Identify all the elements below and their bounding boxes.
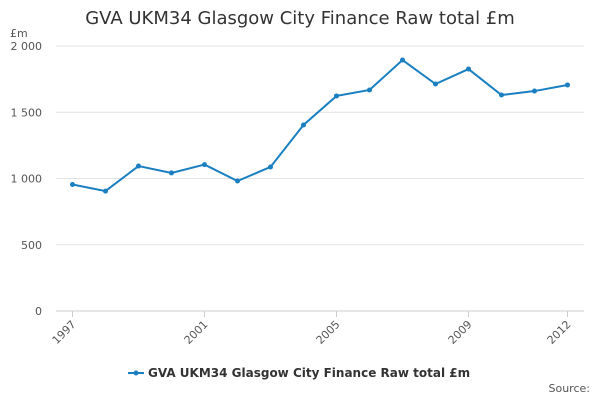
- data-point: [301, 122, 306, 128]
- data-point: [169, 170, 174, 176]
- y-tick-label: 2 000: [11, 40, 43, 53]
- x-tick-label: 2009: [446, 318, 475, 347]
- y-tick-label: 1 000: [11, 173, 43, 186]
- data-point: [103, 188, 108, 194]
- data-point: [466, 66, 471, 72]
- y-axis-unit: £m: [10, 27, 28, 40]
- legend-label: GVA UKM34 Glasgow City Finance Raw total…: [148, 366, 470, 380]
- x-tick-label: 1997: [50, 318, 79, 347]
- data-point: [235, 178, 240, 184]
- y-tick-label: 500: [21, 239, 42, 252]
- data-point: [532, 88, 537, 94]
- data-point: [202, 162, 207, 168]
- data-point: [433, 81, 438, 87]
- data-point: [499, 92, 504, 98]
- data-point: [136, 163, 141, 169]
- data-point: [334, 93, 339, 99]
- chart-title: GVA UKM34 Glasgow City Finance Raw total…: [85, 8, 515, 29]
- x-tick-label: 2001: [182, 318, 211, 347]
- data-point: [400, 57, 405, 63]
- data-point: [565, 82, 570, 88]
- source: Source:: [549, 382, 591, 395]
- x-tick-label: 2005: [314, 318, 343, 347]
- legend-marker: [133, 370, 139, 376]
- y-tick-label: 0: [35, 305, 42, 318]
- data-point: [367, 87, 372, 93]
- series-line: [72, 58, 568, 193]
- x-tick-label: 2012: [545, 318, 574, 347]
- data-point: [268, 164, 273, 170]
- y-tick-label: 1 500: [11, 106, 43, 119]
- data-point: [70, 181, 75, 187]
